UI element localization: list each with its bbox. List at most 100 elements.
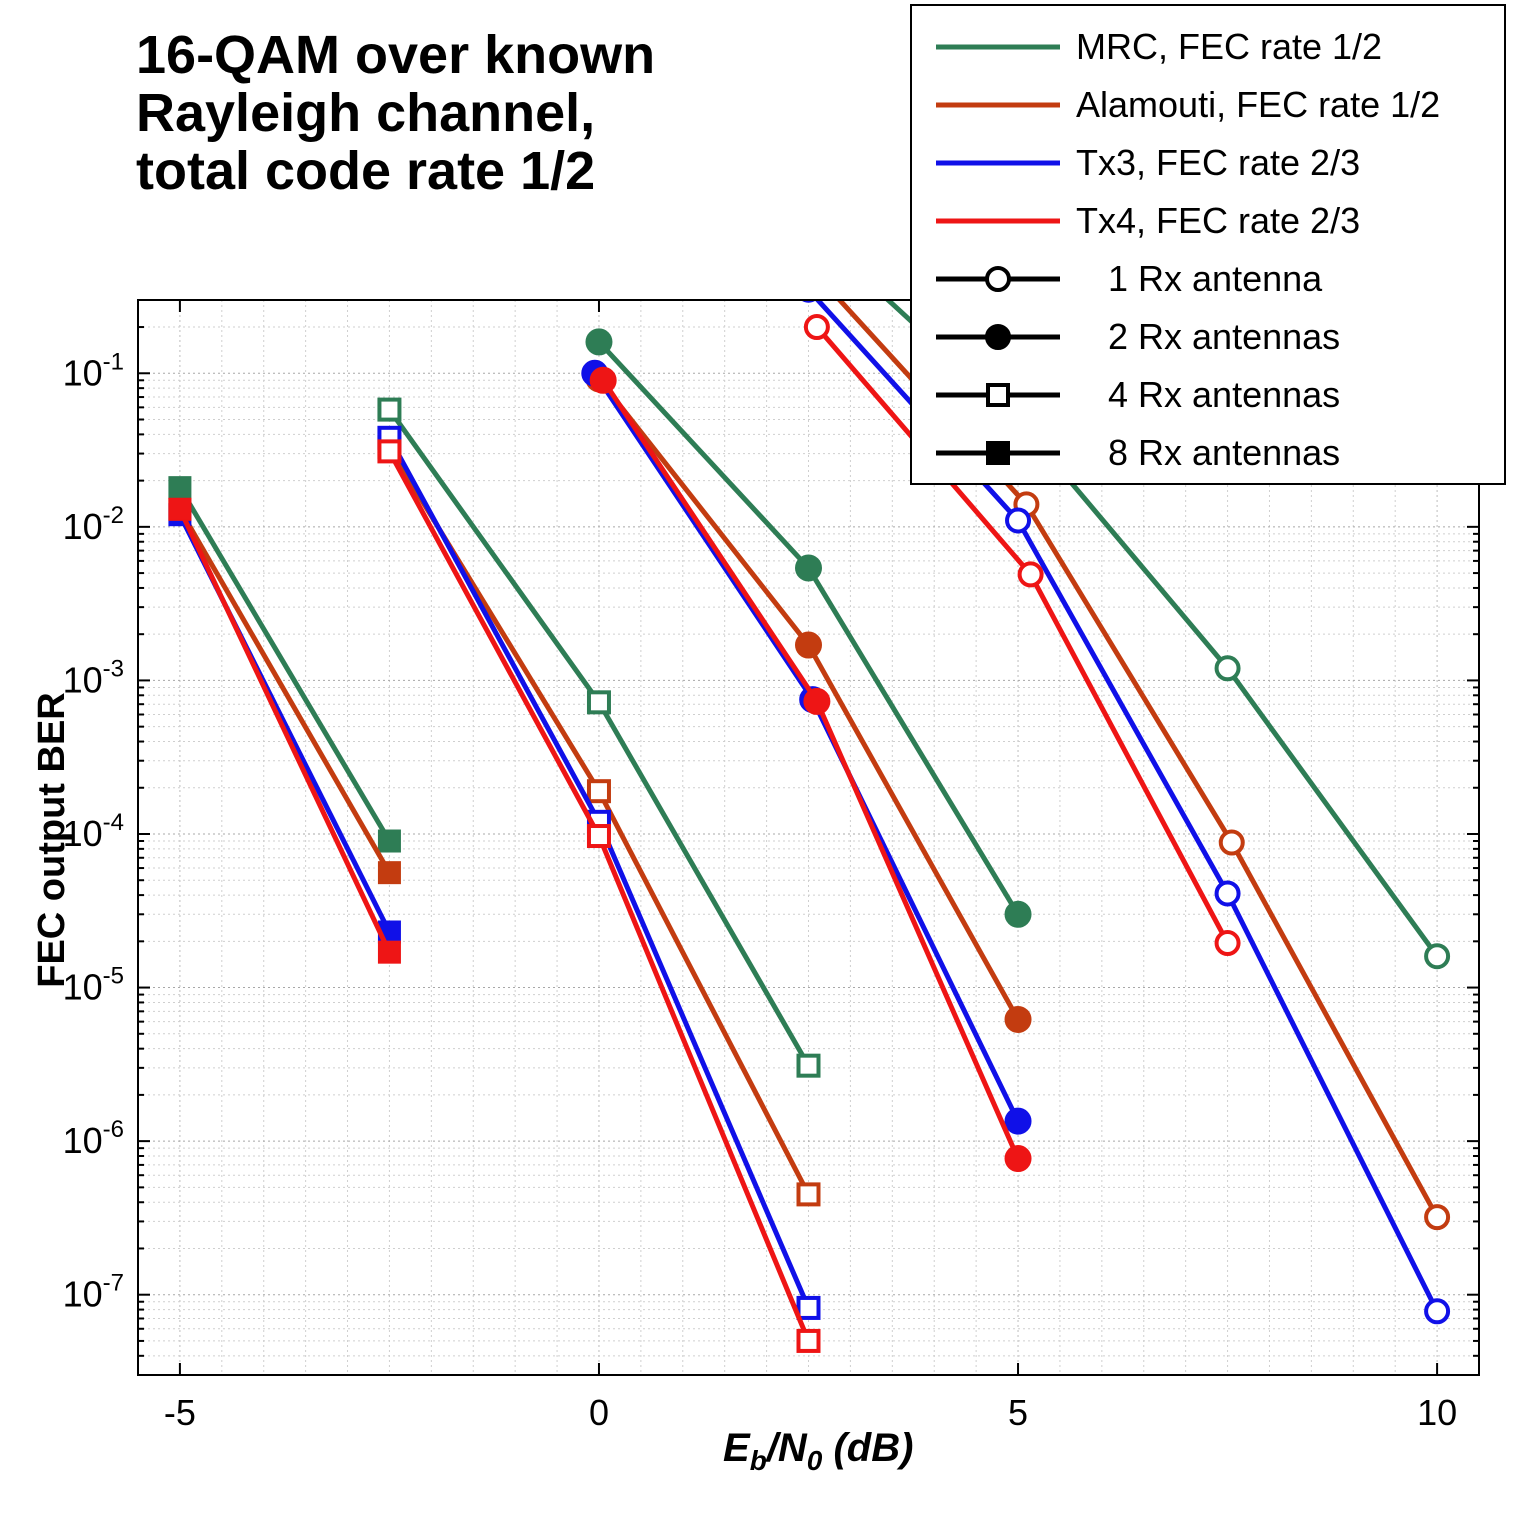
data-point bbox=[377, 829, 401, 853]
data-point bbox=[1017, 561, 1044, 588]
y-tick-exponent: -3 bbox=[103, 655, 124, 682]
y-tick-label: 10-1 bbox=[63, 348, 124, 393]
series-tx3-square-filled bbox=[168, 503, 401, 944]
x-label-e: E bbox=[723, 1426, 750, 1470]
legend-item-4rx: 4 Rx antennas bbox=[912, 366, 1504, 424]
data-point bbox=[377, 397, 402, 422]
data-point bbox=[1214, 655, 1241, 682]
series-line bbox=[177, 508, 392, 874]
title-line-3: total code rate 1/2 bbox=[136, 141, 596, 201]
data-point bbox=[796, 1053, 821, 1078]
data-point bbox=[803, 314, 830, 341]
y-tick-label: 10-4 bbox=[63, 809, 124, 854]
data-point bbox=[803, 687, 831, 715]
series-line bbox=[387, 408, 811, 1067]
series-mrc-circle-filled bbox=[585, 328, 1032, 928]
y-tick-exponent: -7 bbox=[103, 1270, 124, 1297]
data-point bbox=[1004, 1107, 1032, 1135]
x-label-sub-0: 0 bbox=[806, 1445, 823, 1476]
data-point bbox=[1004, 1145, 1032, 1173]
x-tick-label: 0 bbox=[589, 1392, 609, 1433]
data-point bbox=[1218, 829, 1245, 856]
data-point bbox=[377, 940, 401, 964]
x-label-sub-b: b bbox=[749, 1445, 767, 1476]
y-tick-label: 10-6 bbox=[63, 1116, 124, 1161]
data-point bbox=[1005, 507, 1032, 534]
y-tick-label: 10-3 bbox=[63, 655, 124, 700]
y-tick-exponent: -5 bbox=[103, 963, 124, 990]
data-point bbox=[377, 861, 401, 885]
data-point bbox=[377, 439, 402, 464]
legend-marker-square-filled bbox=[936, 441, 1060, 465]
legend-line-tx3 bbox=[936, 160, 1060, 166]
y-tick-base: 10 bbox=[63, 1274, 103, 1315]
legend-item-alamouti: Alamouti, FEC rate 1/2 bbox=[912, 76, 1504, 134]
series-line bbox=[601, 378, 1021, 1160]
title-line-1: 16-QAM over known bbox=[136, 25, 656, 85]
legend-item-tx4: Tx4, FEC rate 2/3 bbox=[912, 192, 1504, 250]
title-line-2: Rayleigh channel, bbox=[136, 83, 596, 143]
series-tx4-square-open bbox=[377, 439, 821, 1353]
data-point bbox=[1424, 943, 1451, 970]
legend-item-tx3: Tx3, FEC rate 2/3 bbox=[912, 134, 1504, 192]
data-point bbox=[586, 824, 611, 849]
data-point bbox=[168, 497, 192, 521]
data-point bbox=[796, 1295, 821, 1320]
chart-legend: MRC, FEC rate 1/2 Alamouti, FEC rate 1/2… bbox=[910, 4, 1506, 485]
data-point bbox=[1004, 1005, 1032, 1033]
legend-item-1rx: 1 Rx antenna bbox=[912, 250, 1504, 308]
legend-label-alamouti: Alamouti, FEC rate 1/2 bbox=[1076, 84, 1441, 125]
data-point bbox=[1424, 1204, 1451, 1231]
legend-label-tx3: Tx3, FEC rate 2/3 bbox=[1076, 142, 1361, 183]
data-point bbox=[795, 554, 822, 582]
plot-frame bbox=[137, 299, 1480, 1376]
y-tick-label: 10-5 bbox=[63, 963, 124, 1008]
y-tick-label: 10-2 bbox=[63, 502, 124, 547]
legend-item-8rx: 8 Rx antennas bbox=[912, 424, 1504, 482]
legend-label-1rx: 1 Rx antenna bbox=[1108, 258, 1323, 299]
data-point bbox=[1214, 880, 1241, 907]
y-tick-base: 10 bbox=[63, 813, 103, 854]
x-label-n: /N bbox=[766, 1426, 807, 1470]
y-tick-exponent: -6 bbox=[103, 1116, 124, 1143]
data-point bbox=[586, 779, 611, 804]
data-point bbox=[798, 255, 820, 277]
series-group bbox=[168, 255, 1451, 1353]
legend-marker-square-open bbox=[936, 383, 1060, 407]
y-tick-exponent: -2 bbox=[103, 502, 124, 529]
legend-item-2rx: 2 Rx antennas bbox=[912, 308, 1504, 366]
y-tick-base: 10 bbox=[63, 1120, 103, 1161]
legend-line-mrc bbox=[936, 44, 1060, 50]
series-tx4-circle-filled bbox=[589, 366, 1032, 1173]
legend-label-4rx: 4 Rx antennas bbox=[1108, 374, 1341, 415]
data-point bbox=[795, 631, 822, 659]
y-tick-exponent: -4 bbox=[103, 809, 124, 836]
x-tick-label: 10 bbox=[1417, 1392, 1457, 1433]
x-tick-label: -5 bbox=[164, 1392, 196, 1433]
legend-label-2rx: 2 Rx antennas bbox=[1108, 316, 1341, 357]
y-axis-label: FEC output BER bbox=[31, 692, 73, 988]
data-point bbox=[800, 300, 817, 303]
data-point bbox=[168, 476, 192, 500]
series-tx4-circle-open bbox=[803, 314, 1241, 957]
series-tx4-square-filled bbox=[168, 497, 401, 964]
data-point bbox=[1214, 930, 1241, 957]
series-line bbox=[177, 486, 392, 843]
y-tick-base: 10 bbox=[63, 506, 103, 547]
x-axis-label: Eb/N0 (dB) bbox=[723, 1426, 913, 1477]
legend-line-tx4 bbox=[936, 218, 1060, 224]
data-point bbox=[1004, 900, 1032, 928]
series-mrc-square-open bbox=[377, 397, 821, 1078]
legend-label-tx4: Tx4, FEC rate 2/3 bbox=[1076, 200, 1361, 241]
legend-marker-circle-filled bbox=[936, 324, 1060, 350]
data-point bbox=[1424, 1298, 1451, 1325]
legend-label-8rx: 8 Rx antennas bbox=[1108, 432, 1341, 473]
series-tx3-square-open bbox=[377, 425, 821, 1320]
legend-label-mrc: MRC, FEC rate 1/2 bbox=[1076, 26, 1383, 67]
x-tick-label: 5 bbox=[1008, 1392, 1028, 1433]
legend-item-mrc: MRC, FEC rate 1/2 bbox=[912, 18, 1504, 76]
x-label-unit: (dB) bbox=[822, 1426, 914, 1470]
y-tick-base: 10 bbox=[63, 352, 103, 393]
